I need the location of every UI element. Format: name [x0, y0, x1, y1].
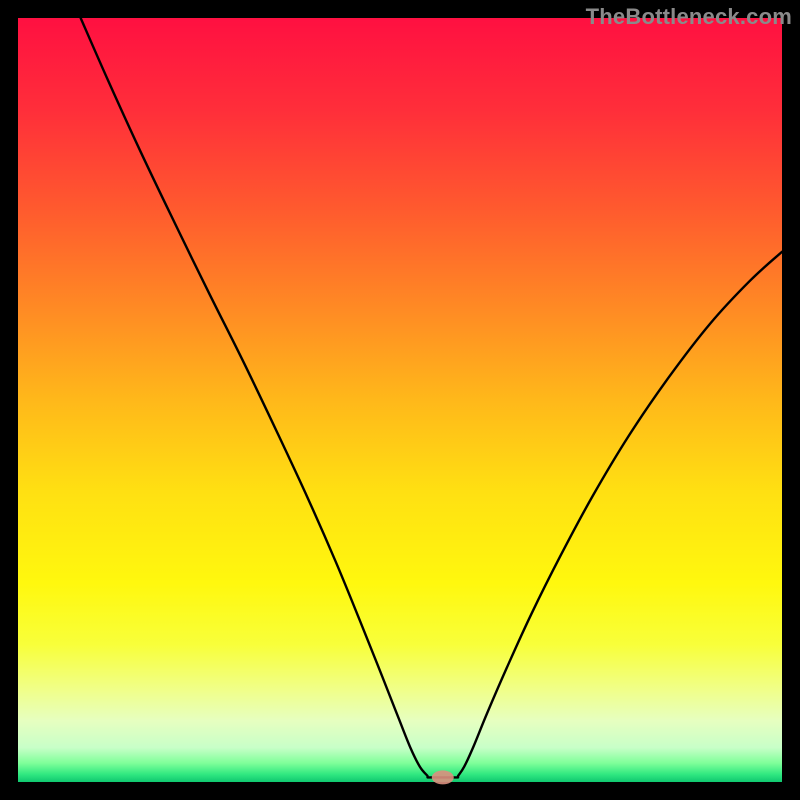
bottleneck-chart — [0, 0, 800, 800]
chart-container: TheBottleneck.com — [0, 0, 800, 800]
optimum-marker — [432, 770, 454, 784]
watermark-text: TheBottleneck.com — [586, 4, 792, 30]
